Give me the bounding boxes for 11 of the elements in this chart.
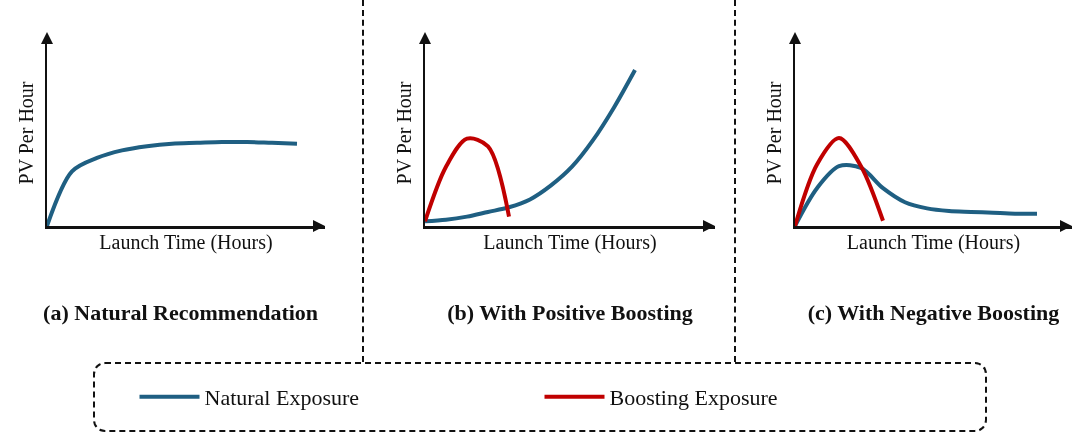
x-axis-title: Launch Time (Hours)	[99, 231, 273, 255]
legend-label: Boosting Exposure	[609, 385, 778, 411]
legend-label: Natural Exposure	[204, 385, 360, 411]
text: (c) With Negative Boosting	[807, 299, 1060, 325]
y-axis-title: PV Per Hour	[392, 81, 415, 185]
text: (b) With Positive Boosting	[447, 299, 693, 325]
y-axis-title: PV Per Hour	[762, 81, 785, 185]
y-axis-title: PV Per Hour	[14, 81, 37, 185]
text: (a) Natural Recommendation	[43, 299, 319, 325]
x-axis-title: Launch Time (Hours)	[846, 231, 1021, 255]
x-axis-title: Launch Time (Hours)	[483, 231, 657, 255]
